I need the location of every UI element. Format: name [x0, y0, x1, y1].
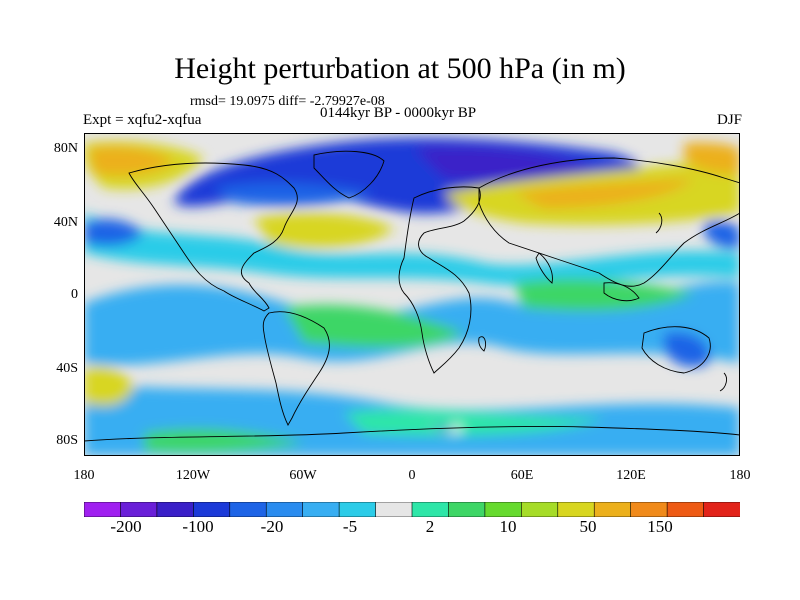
- lon-label-60e: 60E: [510, 468, 534, 483]
- colorbar-cell: [484, 502, 523, 517]
- colorbar-cell: [156, 502, 195, 517]
- colorbar-cell: [411, 502, 450, 517]
- colorbar-cell: [120, 502, 158, 517]
- colorbar-label-50: 50: [579, 517, 597, 536]
- colorbar-cell: [521, 502, 559, 517]
- colorbar-label-minus5: -5: [342, 517, 358, 536]
- colorbar-cell: [593, 502, 632, 517]
- period-label: 0144kyr BP - 0000kyr BP: [320, 105, 477, 121]
- lon-label-180e: 180: [729, 468, 751, 483]
- season-label: DJF: [716, 112, 742, 128]
- lat-label-40n: 40N: [53, 215, 78, 230]
- colorbar-cell: [265, 502, 304, 517]
- lon-label-120e: 120E: [616, 468, 646, 483]
- colorbar-cell: [448, 502, 486, 517]
- colorbar-cell: [84, 502, 122, 517]
- map-title: Height perturbation at 500 hPa (in m): [174, 52, 626, 85]
- lat-label-80s: 80S: [56, 433, 78, 448]
- colorbar-cell: [193, 502, 231, 517]
- experiment-label: Expt = xqfu2-xqfua: [83, 112, 202, 128]
- colorbar-cell: [557, 502, 596, 517]
- colorbar-label-minus100: -100: [182, 517, 214, 536]
- colorbar-cell: [630, 502, 668, 517]
- colorbar-label-150: 150: [647, 517, 673, 536]
- height-perturbation-map: [84, 133, 740, 456]
- lat-label-80n: 80N: [53, 141, 78, 156]
- lat-label-40s: 40S: [56, 361, 78, 376]
- stats-text: rmsd= 19.0975 diff= -2.79927e-08: [190, 94, 385, 109]
- colorbar-cell: [338, 502, 377, 517]
- colorbar-label-2: 2: [425, 517, 435, 536]
- lon-label-180w: 180: [73, 468, 95, 483]
- lon-label-60w: 60W: [289, 468, 317, 483]
- colorbar-label-minus200: -200: [110, 517, 142, 536]
- colorbar-cell: [302, 502, 340, 517]
- colorbar-cell: [703, 502, 740, 517]
- lon-label-120w: 120W: [175, 468, 211, 483]
- contour-fields: [84, 137, 740, 456]
- coastlines: [84, 150, 740, 442]
- lon-label-0: 0: [408, 468, 416, 483]
- map-frame: [84, 133, 740, 456]
- colorbar-label-10: 10: [499, 517, 517, 536]
- colorbar-cell: [666, 502, 705, 517]
- colorbar-cell: [375, 502, 413, 517]
- colorbar-cell: [229, 502, 268, 517]
- colorbar: [84, 502, 740, 517]
- colorbar-label-minus20: -20: [260, 517, 284, 536]
- lat-label-0: 0: [71, 287, 78, 302]
